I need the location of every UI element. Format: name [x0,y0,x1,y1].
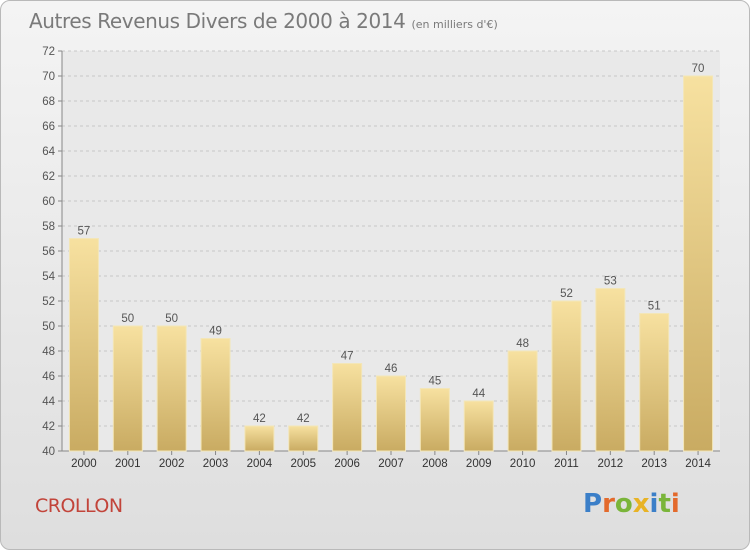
bar-value-label: 45 [428,376,441,388]
y-tick-label: 42 [42,421,55,433]
y-tick-label: 70 [42,71,55,83]
y-tick-label: 56 [42,246,55,258]
x-tick-label: 2010 [510,458,536,470]
bar-value-label: 50 [165,313,178,325]
logo-letter: t [658,489,671,519]
bar-value-label: 49 [209,326,222,338]
bar-value-label: 48 [516,338,529,350]
bar-value-label: 70 [692,63,705,75]
bar [419,388,450,452]
location-label: CROLLON [35,495,123,517]
bar [332,363,363,452]
x-tick-label: 2000 [71,458,97,470]
bar [595,288,626,452]
x-tick-label: 2001 [115,458,141,470]
logo-letter: x [632,489,650,519]
y-tick-label: 40 [42,446,55,458]
bar [200,338,231,452]
x-tick-label: 2002 [159,458,185,470]
bar-value-label: 46 [385,363,398,375]
x-tick-label: 2012 [598,458,624,470]
y-tick-label: 72 [42,46,55,58]
logo-letter: P [583,489,603,519]
bar-value-label: 44 [472,388,485,400]
y-tick-label: 64 [42,146,55,158]
y-tick-label: 58 [42,221,55,233]
bar [683,75,714,452]
y-tick-label: 44 [42,396,55,408]
x-tick-label: 2003 [203,458,229,470]
bar-value-label: 57 [78,226,91,238]
proxiti-logo: Proxiti [583,489,680,519]
y-tick-label: 52 [42,296,55,308]
bar-value-label: 51 [648,301,661,313]
bar [156,325,187,452]
x-tick-label: 2014 [685,458,711,470]
bar-value-label: 52 [560,288,573,300]
x-tick-label: 2005 [290,458,316,470]
x-tick-label: 2009 [466,458,492,470]
chart-subtitle: (en milliers d'€) [411,18,498,31]
x-tick-label: 2013 [641,458,667,470]
logo-letter: r [602,489,615,519]
x-tick-label: 2008 [422,458,448,470]
y-tick-label: 60 [42,196,55,208]
x-tick-label: 2007 [378,458,404,470]
bar [639,313,670,452]
logo-letter: i [670,489,680,519]
logo-letter: o [614,489,633,519]
y-tick-label: 62 [42,171,55,183]
bar [507,350,538,452]
y-tick-label: 50 [42,321,55,333]
bar [288,425,319,452]
chart-title-text: Autres Revenus Divers de 2000 à 2014 [29,9,406,33]
y-tick-label: 46 [42,371,55,383]
y-tick-label: 48 [42,346,55,358]
x-tick-label: 2004 [247,458,273,470]
logo-letter: i [649,489,659,519]
x-tick-label: 2006 [334,458,360,470]
bar-value-label: 53 [604,276,617,288]
bar-value-label: 42 [253,413,266,425]
y-tick-label: 66 [42,121,55,133]
bar [551,300,582,452]
bar [244,425,275,452]
bar-value-label: 42 [297,413,310,425]
bar [112,325,143,452]
y-tick-label: 68 [42,96,55,108]
bar [376,375,406,452]
chart-title: Autres Revenus Divers de 2000 à 2014 (en … [29,9,498,33]
x-tick-label: 2011 [554,458,579,470]
y-tick-label: 54 [42,271,55,283]
bar-value-label: 50 [121,313,134,325]
bar-value-label: 47 [341,351,354,363]
bar [463,400,494,452]
bar [68,238,99,452]
